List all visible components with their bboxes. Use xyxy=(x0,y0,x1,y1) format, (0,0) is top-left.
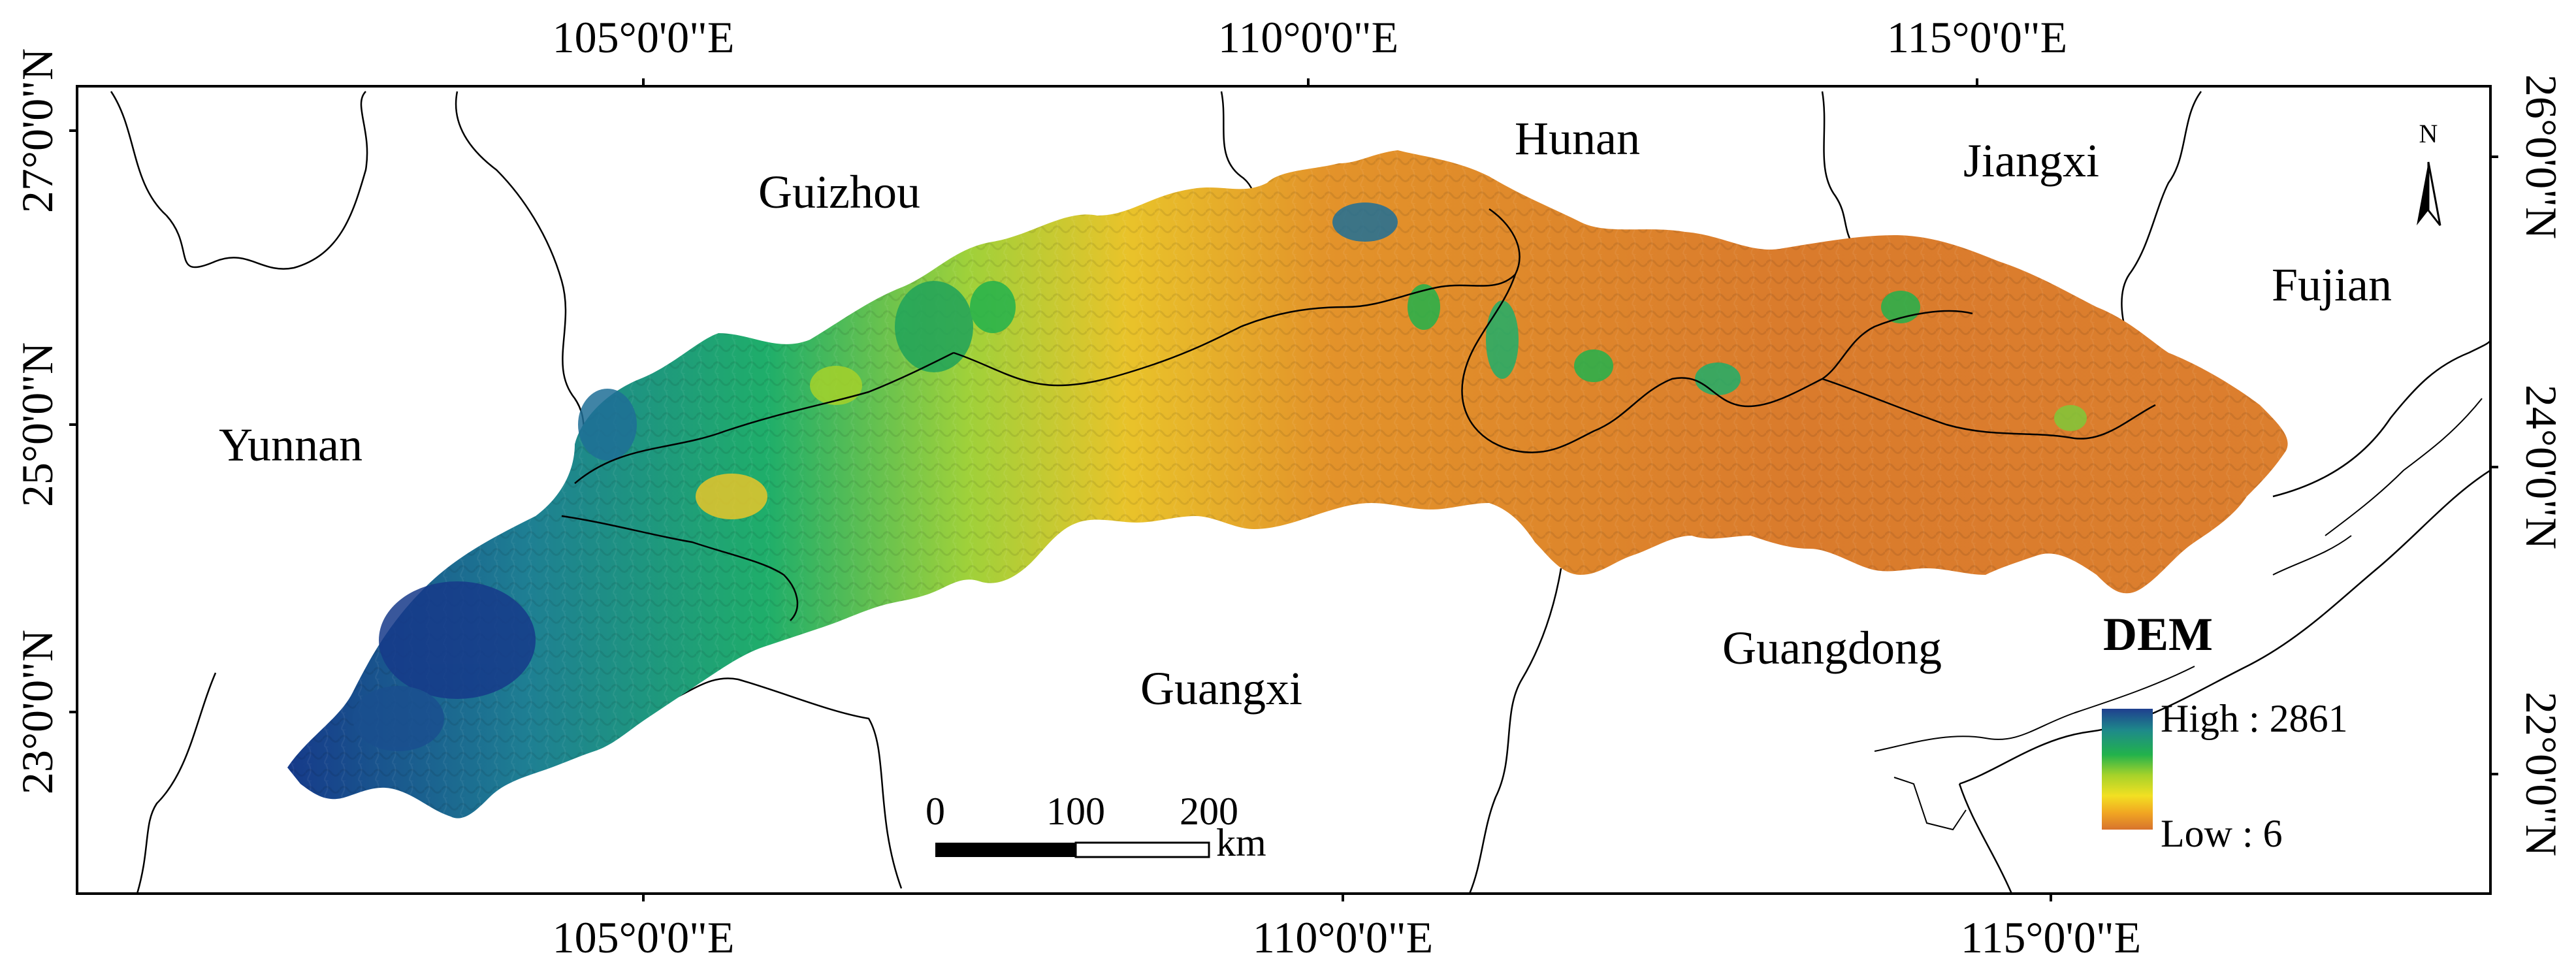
region-labels: Guizhou Hunan Jiangxi Fujian Yunnan Guan… xyxy=(219,112,2392,715)
dem-terrain xyxy=(287,150,2288,818)
legend-low-label: Low : 6 xyxy=(2161,812,2283,855)
dem-legend: DEM High : 2861 Low : 6 xyxy=(2102,608,2348,855)
legend-high-label: High : 2861 xyxy=(2161,697,2348,740)
label-guangdong: Guangdong xyxy=(1722,622,1942,674)
label-hunan: Hunan xyxy=(1515,112,1640,165)
tick-right-26: 26°0'0"N xyxy=(2517,74,2566,239)
scale-tick-200: 200 xyxy=(1180,790,1238,833)
label-guangxi: Guangxi xyxy=(1140,662,1302,715)
axis-top: 105°0'0"E 110°0'0"E 115°0'0"E xyxy=(553,12,2067,62)
north-arrow-label: N xyxy=(2419,119,2438,148)
tick-left-27: 27°0'0"N xyxy=(12,48,62,213)
tick-bottom-110: 110°0'0"E xyxy=(1253,913,1433,962)
axis-bottom: 105°0'0"E 110°0'0"E 115°0'0"E xyxy=(553,913,2141,962)
scale-unit: km xyxy=(1216,821,1266,864)
tick-top-105: 105°0'0"E xyxy=(553,12,735,62)
tick-left-23: 23°0'0"N xyxy=(12,630,62,794)
scale-tick-100: 100 xyxy=(1046,790,1105,833)
tick-top-115: 115°0'0"E xyxy=(1887,12,2067,62)
tick-left-25: 25°0'0"N xyxy=(12,342,62,507)
scale-tick-0: 0 xyxy=(926,790,945,833)
coastline xyxy=(1874,398,2483,831)
north-arrow: N xyxy=(2417,119,2441,226)
label-guizhou: Guizhou xyxy=(758,166,920,218)
tick-right-24: 24°0'0"N xyxy=(2517,385,2566,549)
legend-title: DEM xyxy=(2103,608,2213,660)
scale-bar: 0 100 200 km xyxy=(926,790,1266,864)
frame-ticks xyxy=(69,78,2498,901)
tick-bottom-105: 105°0'0"E xyxy=(553,913,735,962)
tick-bottom-115: 115°0'0"E xyxy=(1961,913,2141,962)
axis-right: 26°0'0"N 24°0'0"N 22°0'0"N xyxy=(2517,74,2566,856)
label-jiangxi: Jiangxi xyxy=(1963,135,2099,187)
legend-color-ramp xyxy=(2102,709,2153,830)
label-yunnan: Yunnan xyxy=(219,419,362,471)
tick-right-22: 22°0'0"N xyxy=(2517,692,2566,856)
axis-left: 27°0'0"N 25°0'0"N 23°0'0"N xyxy=(12,48,62,794)
tick-top-110: 110°0'0"E xyxy=(1218,12,1398,62)
label-fujian: Fujian xyxy=(2272,259,2392,311)
